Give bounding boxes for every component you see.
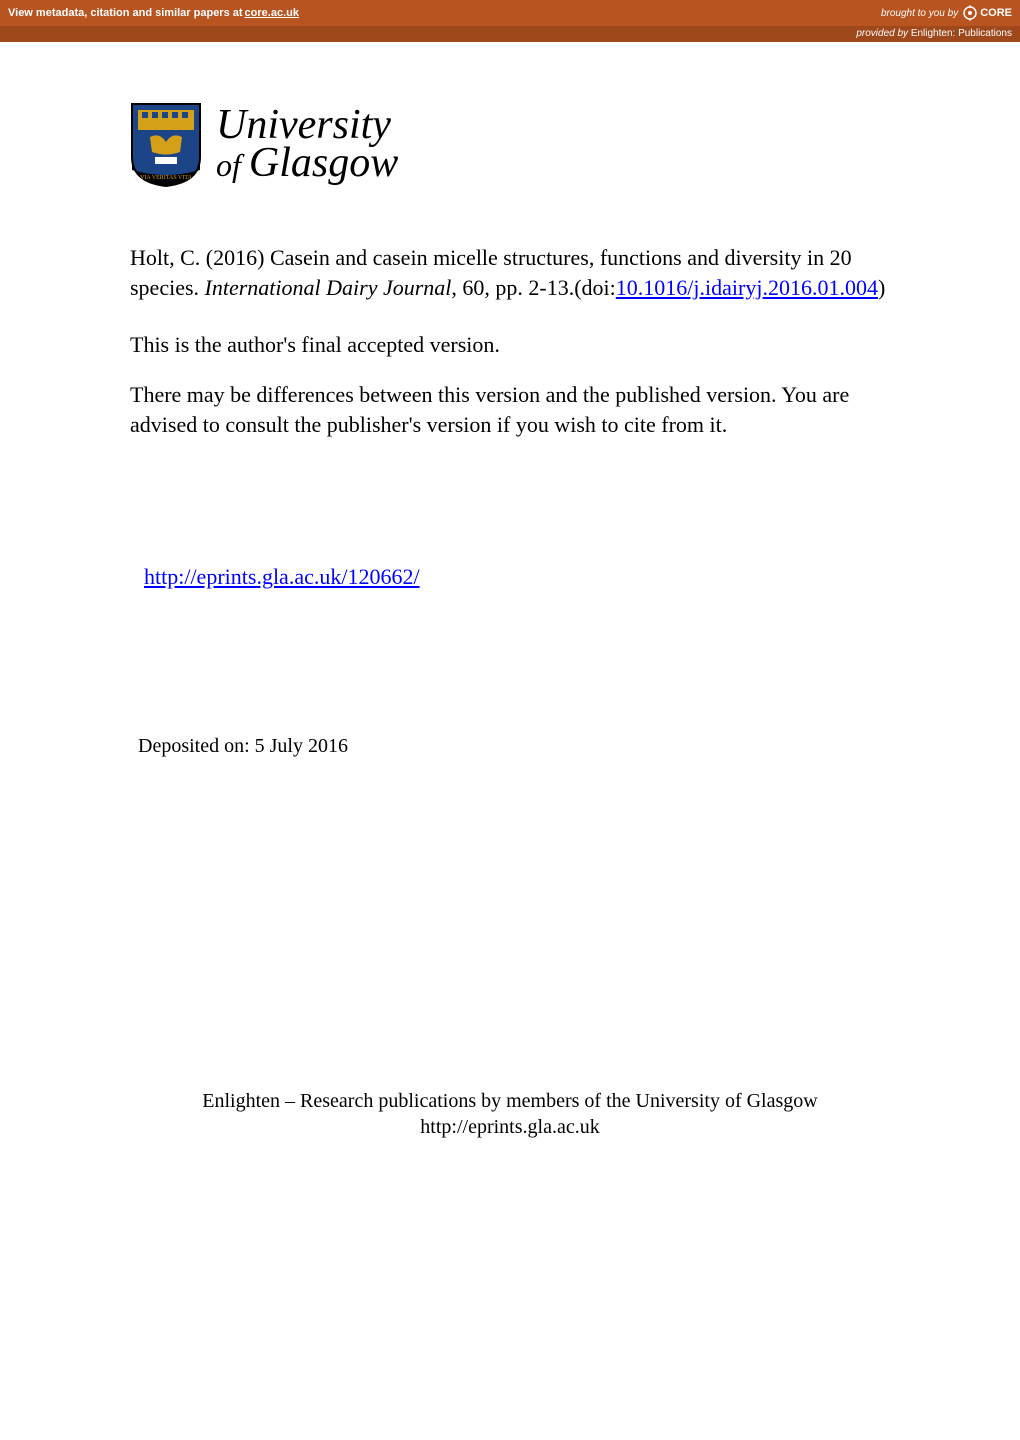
page-content: VIA VERITAS VITA University of Glasgow H… xyxy=(0,42,1020,798)
page-footer: Enlighten – Research publications by mem… xyxy=(0,1088,1020,1140)
version-differences-notice: There may be differences between this ve… xyxy=(130,380,890,439)
provided-by-source: Enlighten: Publications xyxy=(911,28,1012,39)
header-left[interactable]: View metadata, citation and similar pape… xyxy=(8,7,299,19)
core-brand-name: CORE xyxy=(980,7,1012,19)
provided-by-bar: provided by Enlighten: Publications xyxy=(0,26,1020,42)
eprints-url-link[interactable]: http://eprints.gla.ac.uk/120662/ xyxy=(144,564,420,589)
eprints-url-block: http://eprints.gla.ac.uk/120662/ xyxy=(144,564,890,590)
deposited-date: Deposited on: 5 July 2016 xyxy=(138,735,890,758)
footer-enlighten-text: Enlighten – Research publications by mem… xyxy=(0,1088,1020,1114)
header-right: brought to you by CORE xyxy=(881,5,1012,21)
citation-block: Holt, C. (2016) Casein and casein micell… xyxy=(130,243,890,302)
citation-vol-pages: , 60, pp. 2-13. xyxy=(451,275,574,300)
core-logo[interactable]: CORE xyxy=(962,5,1012,21)
header-instruction-text: View metadata, citation and similar pape… xyxy=(8,7,243,19)
core-header-bar: View metadata, citation and similar pape… xyxy=(0,0,1020,26)
university-name: University of Glasgow xyxy=(216,107,398,183)
citation-journal: International Dairy Journal xyxy=(205,275,452,300)
citation-author-year: Holt, C. (2016) xyxy=(130,245,270,270)
doi-prefix: (doi: xyxy=(574,275,616,300)
core-ac-uk-link[interactable]: core.ac.uk xyxy=(245,7,299,19)
svg-text:VIA VERITAS VITA: VIA VERITAS VITA xyxy=(140,175,192,181)
author-version-notice: This is the author's final accepted vers… xyxy=(130,330,890,360)
brought-to-you-text: brought to you by xyxy=(881,8,958,19)
provided-by-prefix: provided by xyxy=(856,28,910,39)
university-logo: VIA VERITAS VITA University of Glasgow xyxy=(130,102,890,188)
doi-link[interactable]: 10.1016/j.idairyj.2016.01.004 xyxy=(616,275,878,300)
university-crest-icon: VIA VERITAS VITA xyxy=(130,102,202,188)
glasgow-label: of Glasgow xyxy=(216,145,398,183)
core-icon xyxy=(962,5,978,21)
footer-url: http://eprints.gla.ac.uk xyxy=(0,1114,1020,1140)
doi-suffix: ) xyxy=(878,275,885,300)
